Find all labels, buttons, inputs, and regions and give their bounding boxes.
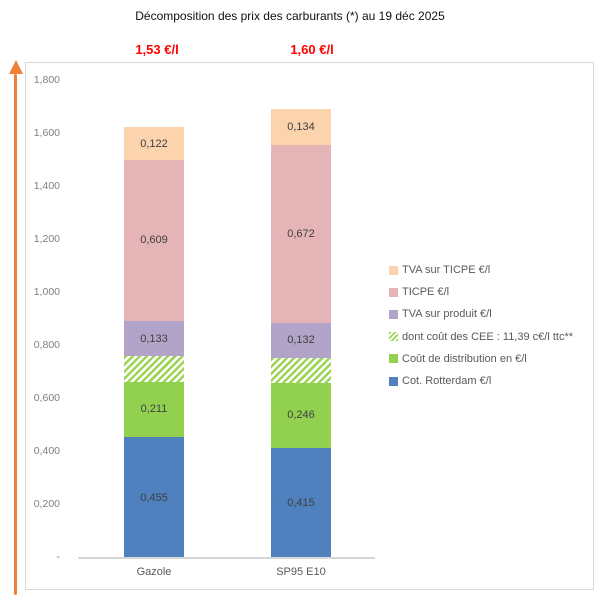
total-price-label-sp95: 1,60 €/l	[290, 42, 334, 57]
bar-segment-sp95-e10-dont-co-t-des-cee-11-39-	[271, 357, 331, 383]
bar-segment-value-label: 0,211	[140, 403, 168, 416]
y-tick-label: 1,800	[33, 74, 60, 86]
y-tick-label: 1,600	[33, 127, 60, 139]
bar-segment-value-label: 0,122	[140, 137, 168, 150]
y-tick-label: 1,200	[33, 233, 60, 245]
bar-segment-value-label: 0,132	[287, 334, 315, 347]
y-tick-label: 0,800	[33, 339, 60, 351]
legend-item-tva-sur-produit-l: TVA sur produit €/l	[389, 303, 492, 325]
legend-swatch-icon	[389, 287, 398, 297]
bar-segment-value-label: 0,672	[287, 227, 315, 240]
y-axis-arrow-line	[14, 74, 17, 595]
total-price-label-gazole: 1,53 €/l	[135, 42, 179, 57]
arrow-up-icon	[9, 60, 23, 74]
bar-segment-gazole-tva-sur-ticpe-l: 0,122	[124, 127, 184, 160]
bar-segment-sp95-e10-cot-rotterdam-l: 0,415	[271, 448, 331, 558]
legend-item-tva-sur-ticpe-l: TVA sur TICPE €/l	[389, 259, 490, 281]
bar-segment-sp95-e10-ticpe-l: 0,672	[271, 144, 331, 323]
bar-segment-value-label: 0,133	[140, 332, 168, 345]
chart-title: Décomposition des prix des carburants (*…	[135, 9, 445, 23]
x-axis-line	[78, 557, 375, 559]
bar-segment-value-label: 0,134	[287, 120, 315, 133]
legend-label: TVA sur TICPE €/l	[402, 264, 491, 276]
y-tick-label: 0,400	[33, 445, 60, 457]
legend-item-dont-co-t-des-cee-11-39-: dont coût des CEE : 11,39 c€/l ttc**	[389, 326, 573, 348]
y-tick-label: 1,000	[33, 286, 60, 298]
legend-label: TICPE €/l	[402, 286, 450, 299]
bar-segment-gazole-tva-sur-produit-l: 0,133	[124, 321, 184, 357]
legend-item-cot-rotterdam-l: Cot. Rotterdam €/l	[389, 370, 491, 392]
y-tick-label: 0,200	[33, 498, 60, 510]
legend-swatch-icon	[389, 309, 398, 319]
y-tick-label: -	[56, 551, 61, 563]
bar-segment-gazole-co-t-de-distribution-en-: 0,211	[124, 381, 184, 438]
category-label-gazole: Gazole	[136, 566, 172, 578]
legend-swatch-icon	[389, 265, 398, 275]
legend-swatch-icon	[389, 332, 398, 342]
legend-label: Coût de distribution en €/l	[402, 352, 527, 365]
bar-segment-value-label: 0,415	[287, 497, 315, 509]
bar-segment-sp95-e10-tva-sur-ticpe-l: 0,134	[271, 109, 331, 145]
bar-segment-value-label: 0,455	[140, 491, 168, 504]
legend-item-co-t-de-distribution-en-: Coût de distribution en €/l	[389, 348, 527, 370]
y-tick-label: 1,400	[33, 180, 60, 192]
bar-segment-gazole-dont-co-t-des-cee-11-39-	[124, 356, 184, 382]
bar-segment-gazole-cot-rotterdam-l: 0,455	[124, 437, 184, 558]
bar-segment-gazole-ticpe-l: 0,609	[124, 159, 184, 322]
bar-segment-value-label: 0,246	[287, 409, 315, 422]
bar-segment-sp95-e10-co-t-de-distribution-en-: 0,246	[271, 382, 331, 449]
legend-item-ticpe-l: TICPE €/l	[389, 281, 449, 303]
category-label-sp95-e10: SP95 E10	[276, 566, 326, 578]
y-tick-label: 0,600	[33, 392, 60, 404]
bar-segment-sp95-e10-tva-sur-produit-l: 0,132	[271, 322, 331, 358]
legend-swatch-icon	[389, 376, 398, 386]
bar-segment-value-label: 0,609	[140, 234, 168, 247]
legend-label: TVA sur produit €/l	[402, 308, 492, 321]
legend-label: Cot. Rotterdam €/l	[402, 375, 492, 387]
legend-label: dont coût des CEE : 11,39 c€/l ttc**	[402, 330, 574, 343]
legend-swatch-icon	[389, 354, 398, 364]
